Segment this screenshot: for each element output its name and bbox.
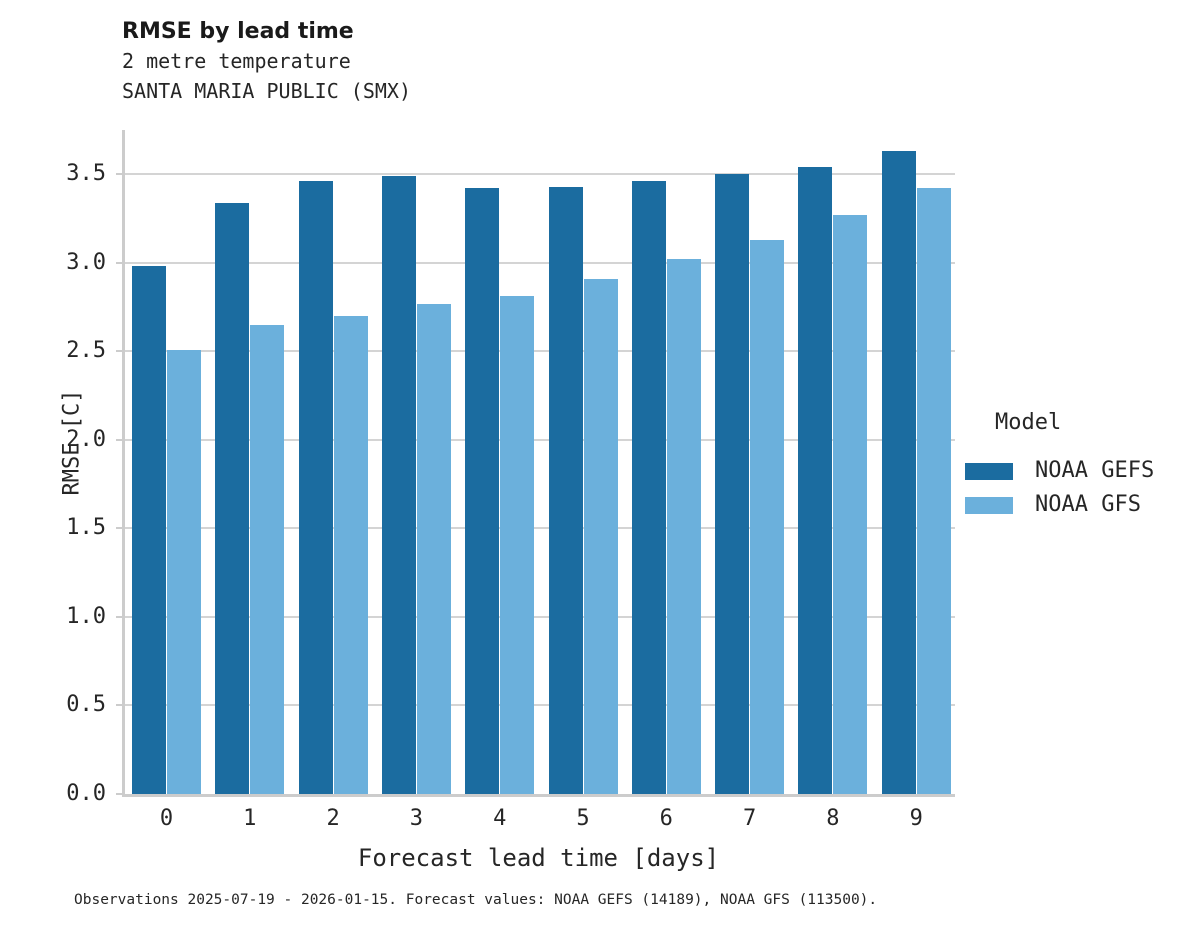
y-axis-tick-label: 1.0 (66, 603, 106, 629)
legend-label: NOAA GFS (1035, 492, 1141, 517)
y-axis-tick (116, 615, 123, 618)
bar[interactable] (631, 181, 666, 794)
x-axis-tick-label: 8 (826, 806, 840, 831)
x-axis-tick-label: 1 (243, 806, 257, 831)
y-axis-tick-label: 0.0 (66, 781, 106, 806)
page-title: RMSE by lead time (122, 19, 354, 44)
y-axis-tick-label: 3.5 (66, 161, 106, 187)
y-axis-tick (116, 704, 123, 707)
bar[interactable] (465, 188, 500, 794)
x-axis-tick-label: 7 (742, 806, 757, 831)
bar[interactable] (333, 315, 368, 794)
bar[interactable] (548, 186, 583, 794)
y-axis-tick (116, 438, 123, 441)
bar[interactable] (916, 188, 951, 794)
legend: Model NOAA GEFS NOAA GFS (965, 410, 1185, 522)
gridline (125, 615, 955, 618)
bar[interactable] (167, 349, 201, 794)
y-axis-tick-labels: 0.0 0.5 1.0 1.5 2.0 2.5 3.0 3.5 (26, 130, 106, 805)
y-axis-tick (116, 261, 123, 264)
bar[interactable] (215, 202, 250, 794)
plot-area: 0.0 0.5 1.0 1.5 2.0 2.5 3.0 3.5 RMSE [C] 0 1 2 3 4 5… (60, 130, 955, 872)
legend-entries: NOAA GEFS NOAA GFS (965, 454, 1185, 522)
legend-item[interactable]: NOAA GEFS (965, 454, 1185, 488)
legend-title: Model (995, 410, 1062, 435)
gridline (125, 261, 955, 264)
y-axis-tick (116, 173, 123, 176)
x-axis-tick-label: 2 (326, 806, 340, 831)
y-axis-tick-label: 2.5 (66, 338, 106, 364)
gridline (125, 704, 955, 707)
bar[interactable] (881, 151, 916, 794)
bar[interactable] (132, 266, 166, 794)
y-axis-tick (116, 350, 123, 353)
x-axis-spine (122, 794, 955, 797)
bar[interactable] (750, 239, 785, 794)
y-axis-tick (116, 527, 123, 530)
y-axis-title: RMSE [C] (59, 389, 85, 496)
x-axis-tick-label: 0 (159, 806, 174, 831)
legend-swatch (965, 462, 1013, 480)
gridline (125, 527, 955, 530)
bar[interactable] (833, 215, 868, 794)
y-axis-tick-label: 0.5 (66, 692, 106, 718)
y-axis-tick (116, 793, 123, 795)
bar[interactable] (583, 278, 618, 794)
y-axis-tick-label: 2.0 (66, 426, 106, 452)
x-axis-tick-label: 9 (909, 806, 923, 831)
bar[interactable] (416, 303, 451, 794)
bar[interactable] (798, 167, 833, 794)
x-axis-tick-label: 4 (493, 806, 507, 831)
x-axis-tick-label: 5 (576, 806, 590, 831)
legend-item[interactable]: NOAA GFS (965, 488, 1185, 522)
y-axis-tick-label: 3.0 (66, 249, 106, 275)
legend-swatch (965, 496, 1013, 514)
bar[interactable] (715, 174, 750, 794)
gridline (125, 438, 955, 441)
footer-note: Observations 2025-07-19 - 2026-01-15. Fo… (74, 892, 878, 908)
bar[interactable] (500, 296, 535, 794)
bar[interactable] (666, 259, 701, 794)
x-axis-tick-label: 3 (409, 806, 424, 831)
bar[interactable] (381, 176, 416, 794)
legend-label: NOAA GEFS (1035, 458, 1155, 483)
y-axis-tick-label: 1.5 (66, 515, 106, 541)
x-axis-tick-label: 6 (659, 806, 673, 831)
chart-subtitle-station: SANTA MARIA PUBLIC (SMX) (122, 79, 411, 103)
bar[interactable] (298, 181, 333, 794)
bar[interactable] (250, 324, 285, 794)
chart-title-block: RMSE by lead time 2 metre temperature SA… (122, 18, 922, 106)
y-axis-spine (122, 130, 125, 794)
gridline (125, 350, 955, 353)
gridline (125, 173, 955, 176)
x-axis-title: Forecast lead time [days] (357, 844, 720, 872)
chart-subtitle-variable: 2 metre temperature (122, 49, 351, 73)
